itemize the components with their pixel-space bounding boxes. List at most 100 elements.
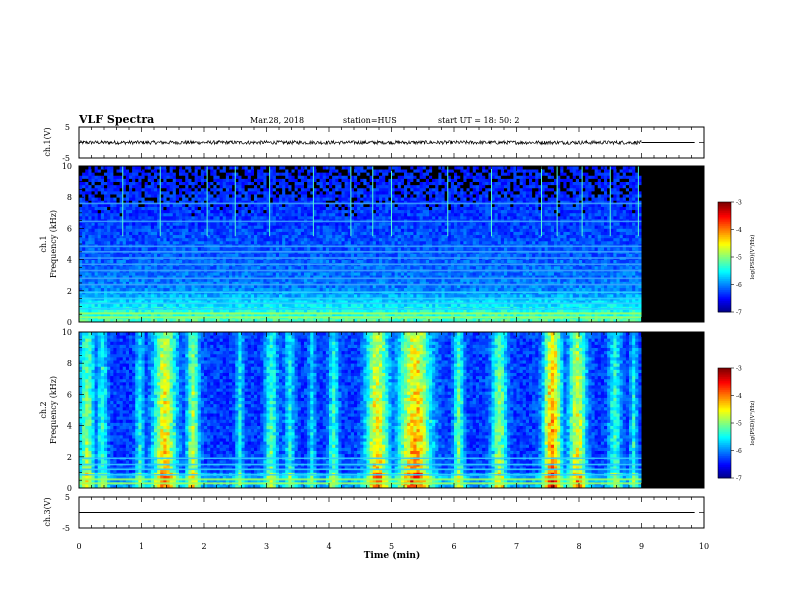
spectrogram-cell [263,241,267,245]
spectrogram-cell [85,235,89,239]
spectrogram-cell [160,235,164,239]
spectrogram-cell [110,175,114,179]
spectrogram-cell [126,207,130,211]
spectrogram-cell [232,288,236,292]
spectrogram-cell [138,294,142,298]
spectrogram-cell [92,238,96,242]
spectrogram-cell [257,185,261,189]
spectrogram-cell [151,228,155,232]
spectrogram-cell [154,253,158,257]
spectrogram-cell [379,238,383,242]
spectrogram-cell [257,222,261,226]
spectrogram-cell [104,197,108,201]
spectrogram-cell [113,241,117,245]
spectrogram-cell [295,235,299,239]
spectrogram-cell [79,213,83,217]
spectrogram-cell [113,207,117,211]
spectrogram-cell [376,216,380,220]
spectrogram-cell [282,194,286,198]
spectrogram-cell [154,222,158,226]
spectrogram-cell [204,253,208,257]
spectrogram-cell [263,194,267,198]
spectrogram-cell [192,175,196,179]
spectrogram-cell [273,294,277,298]
spectrogram-cell [154,175,158,179]
spectrogram-cell [101,225,105,229]
spectrogram-cell [270,235,274,239]
spectrogram-cell [310,266,314,270]
spectrogram-cell [101,207,105,211]
spectrogram-cell [254,228,258,232]
spectrogram-cell [263,266,267,270]
spectrogram-cell [138,216,142,220]
spectrogram-cell [295,241,299,245]
spectrogram-cell [195,194,199,198]
spectrogram-cell [104,232,108,236]
spectrogram-cell [192,228,196,232]
spectrogram-cell [142,182,146,186]
spectrogram-cell [295,178,299,182]
spectrogram-cell [95,182,99,186]
spectrogram-cell [104,166,108,170]
spectrogram-cell [107,169,111,173]
spectrogram-cell [257,288,261,292]
spectrogram-cell [170,175,174,179]
spectrogram-cell [304,241,308,245]
spectrogram-cell [245,238,249,242]
spectrogram-cell [179,253,183,257]
spectrogram-cell [157,260,161,264]
spectrogram-cell [138,175,142,179]
spectrogram-cell [207,182,211,186]
spectrogram-cell [154,166,158,170]
spectrogram-cell [213,178,217,182]
spectrogram-cell [295,260,299,264]
spectrogram-cell [85,222,89,226]
spectrogram-cell [138,207,142,211]
spectrogram-cell [85,232,89,236]
spectrogram-cell [285,260,289,264]
spectrogram-cell [223,213,227,217]
spectrogram-cell [88,191,92,195]
spectrogram-cell [292,238,296,242]
spectrogram-cell [213,294,217,298]
spectrogram-cell [363,232,367,236]
spectrogram-cell [92,182,96,186]
spectrogram-cell [332,266,336,270]
spectrogram-cell [288,185,292,189]
spectrogram-cell [248,228,252,232]
spectrogram-cell [185,294,189,298]
spectrogram-cell [323,222,327,226]
spectrogram-cell [123,185,127,189]
spectrogram-cell [245,294,249,298]
spectrogram-cell [195,294,199,298]
spectrogram-cell [160,172,164,176]
spectrogram-cell [226,235,230,239]
spectrogram-cell [92,247,96,251]
spectrogram-cell [304,175,308,179]
spectrogram-cell [292,272,296,276]
spectrogram-cell [198,166,202,170]
spectrogram-cell [329,182,333,186]
spectrogram-cell [326,207,330,211]
spectrogram-cell [163,169,167,173]
spectrogram-cell [263,294,267,298]
spectrogram-cell [295,253,299,257]
spectrogram-cell [345,166,349,170]
spectrogram-cell [101,169,105,173]
spectrogram-cell [323,185,327,189]
spectrogram-cell [260,178,264,182]
spectrogram-cell [307,178,311,182]
spectrogram-cell [360,266,364,270]
spectrogram-cell [88,175,92,179]
spectrogram-cell [98,294,102,298]
spectrogram-cell [304,253,308,257]
spectrogram-cell [104,222,108,226]
spectrogram-cell [185,188,189,192]
spectrogram-cell [198,178,202,182]
spectrogram-cell [110,232,114,236]
spectrogram-cell [145,185,149,189]
spectrogram-cell [332,241,336,245]
spectrogram-cell [298,182,302,186]
spectrogram-cell [207,191,211,195]
spectrogram-cell [263,188,267,192]
